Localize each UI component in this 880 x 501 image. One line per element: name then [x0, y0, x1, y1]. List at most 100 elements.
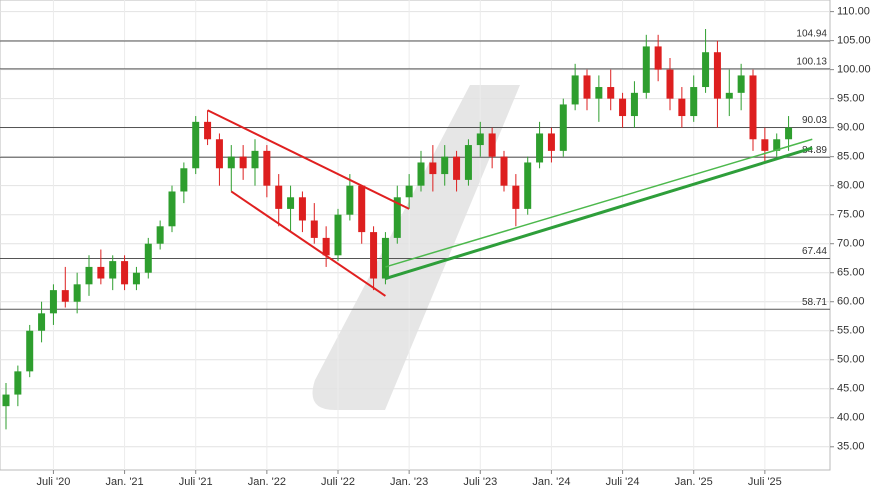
candle-body	[737, 75, 745, 93]
trend-line	[385, 138, 813, 268]
level-label: 90.03	[802, 115, 827, 126]
candle-body	[453, 156, 461, 180]
candle-body	[536, 133, 544, 163]
level-label: 104.94	[796, 29, 827, 40]
candle-body	[97, 266, 105, 279]
x-tick-label: Jan. '25	[675, 476, 713, 488]
candle-body	[702, 52, 710, 88]
y-tick-label: 35.00	[837, 441, 865, 453]
candle-body	[547, 133, 555, 151]
candle-body	[524, 162, 532, 209]
candle-body	[559, 104, 567, 151]
candle-body	[630, 92, 638, 117]
x-tick-label: Juli '24	[606, 476, 640, 488]
candle-body	[180, 168, 188, 192]
candle-body	[275, 185, 283, 209]
x-tick-label: Juli '21	[179, 476, 213, 488]
x-tick-label: Jan. '24	[532, 476, 570, 488]
y-tick-label: 90.00	[837, 122, 865, 134]
candle-body	[26, 330, 34, 372]
candle-body	[2, 394, 10, 407]
trend-line	[384, 146, 813, 280]
x-tick-label: Juli '22	[321, 476, 355, 488]
candle-body	[109, 261, 117, 279]
x-tick-label: Juli '23	[463, 476, 497, 488]
y-tick-label: 60.00	[837, 296, 865, 308]
y-tick-label: 75.00	[837, 209, 865, 221]
candle-body	[678, 98, 686, 117]
level-label: 100.13	[796, 57, 827, 68]
candle-body	[370, 232, 378, 279]
candle-body	[298, 197, 306, 221]
x-tick-label: Jan. '21	[105, 476, 143, 488]
trend-line	[230, 190, 386, 297]
candle-body	[251, 150, 259, 169]
candle-body	[85, 266, 93, 285]
candle-body	[73, 284, 81, 302]
candle-body	[488, 133, 496, 157]
y-tick-label: 55.00	[837, 325, 865, 337]
candle-body	[785, 127, 793, 140]
candle-body	[571, 75, 579, 105]
x-tick-label: Juli '20	[36, 476, 70, 488]
candle-body	[761, 139, 769, 151]
y-tick-label: 70.00	[837, 238, 865, 250]
candle-body	[713, 52, 721, 99]
candle-body	[619, 98, 627, 117]
x-tick-label: Jan. '23	[390, 476, 428, 488]
candle-body	[156, 226, 164, 244]
level-label: 84.89	[802, 145, 827, 156]
y-tick-label: 110.00	[837, 6, 870, 18]
candle-body	[500, 156, 508, 186]
candle-body	[773, 139, 781, 151]
candle-body	[61, 290, 69, 302]
candle-body	[144, 243, 152, 273]
x-tick-label: Juli '25	[748, 476, 782, 488]
candle-body	[654, 46, 662, 70]
level-label: 58.71	[802, 297, 827, 308]
candle-body	[263, 150, 271, 186]
candle-body	[393, 197, 401, 238]
candle-body	[192, 121, 200, 169]
y-tick-label: 40.00	[837, 412, 865, 424]
candle-body	[595, 87, 603, 99]
y-tick-label: 100.00	[837, 64, 871, 76]
candle-body	[38, 313, 46, 331]
candle-body	[512, 185, 520, 209]
candle-body	[346, 185, 354, 215]
y-tick-label: 50.00	[837, 354, 865, 366]
candle-body	[429, 162, 437, 175]
candle-body	[690, 87, 698, 117]
candle-body	[227, 156, 235, 169]
candle-body	[666, 69, 674, 99]
candle-body	[310, 220, 318, 238]
candle-body	[121, 261, 129, 285]
candle-body	[14, 371, 22, 395]
candle-body	[334, 214, 342, 256]
candle-body	[287, 197, 295, 209]
candle-body	[381, 237, 389, 279]
level-label: 67.44	[802, 246, 827, 257]
candle-body	[358, 185, 366, 233]
candle-body	[168, 191, 176, 227]
candle-body	[405, 185, 413, 198]
candle-body	[215, 139, 223, 169]
trend-line	[207, 109, 410, 210]
candle-body	[49, 290, 57, 314]
candle-body	[583, 75, 591, 99]
candle-body	[204, 121, 212, 140]
candle-body	[607, 87, 615, 99]
y-tick-label: 105.00	[837, 35, 871, 47]
candle-body	[464, 145, 472, 180]
candle-body	[725, 92, 733, 99]
candle-body	[239, 156, 247, 169]
x-tick-label: Jan. '22	[248, 476, 286, 488]
candle-body	[322, 237, 330, 256]
candle-body	[132, 272, 140, 285]
candle-body	[642, 46, 650, 93]
y-tick-label: 85.00	[837, 151, 865, 163]
y-tick-label: 45.00	[837, 383, 865, 395]
y-tick-label: 80.00	[837, 180, 865, 192]
candle-body	[417, 162, 425, 186]
